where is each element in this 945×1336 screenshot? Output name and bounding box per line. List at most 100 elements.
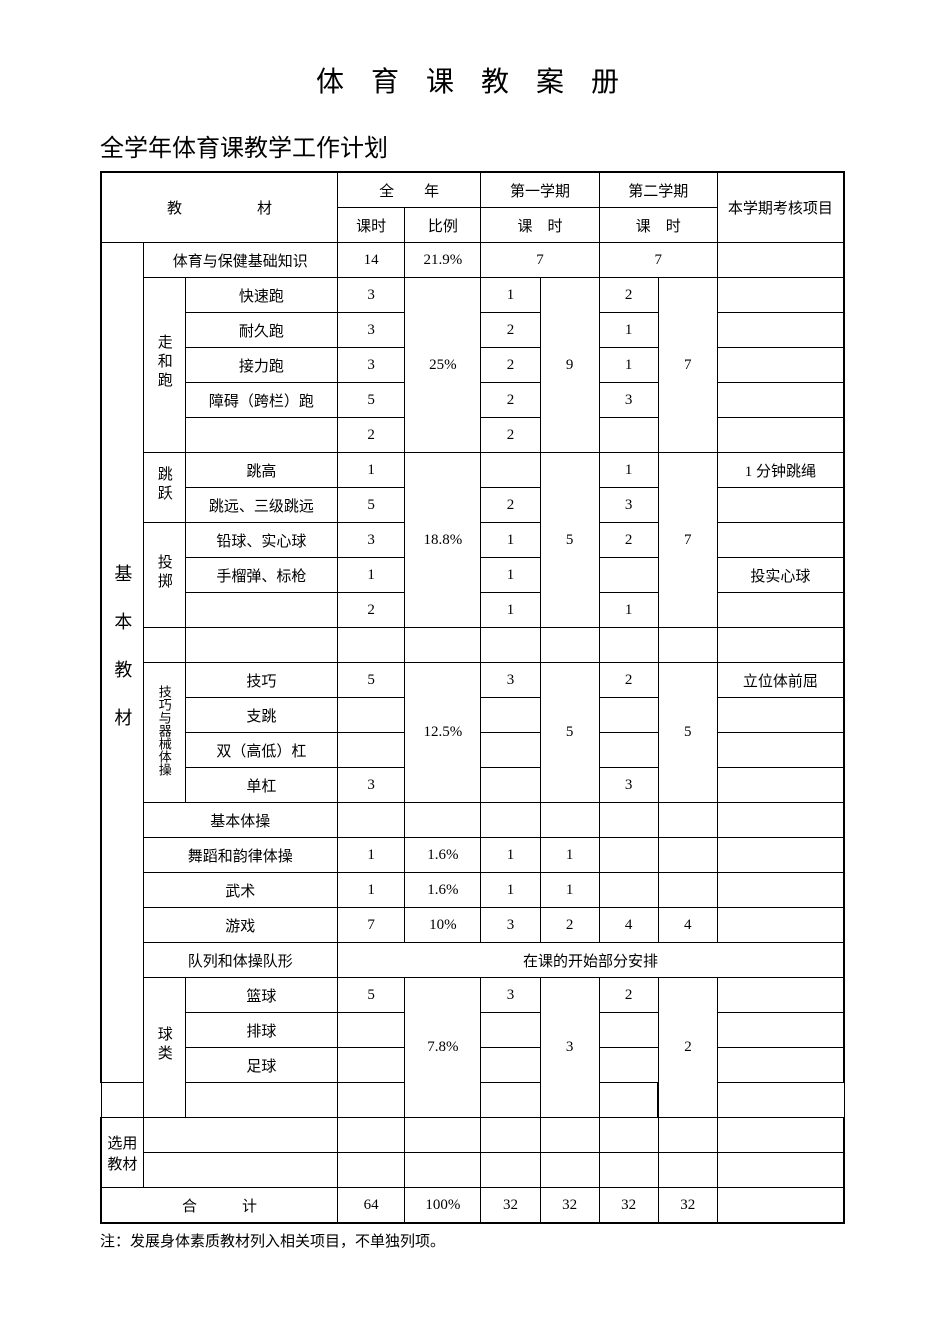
cell: 2	[481, 348, 540, 383]
cell	[599, 838, 658, 873]
cell: 3	[481, 908, 540, 943]
cat-gym3: 双（高低）杠	[185, 733, 337, 768]
side-basic: 基本教材	[101, 243, 143, 1083]
cell	[717, 488, 844, 523]
cell	[481, 628, 540, 663]
cat-run3: 接力跑	[185, 348, 337, 383]
cell	[717, 593, 844, 628]
cell: 1	[481, 558, 540, 593]
cat-formation: 队列和体操队形	[143, 943, 337, 978]
cell-assess: 立位体前屈	[717, 663, 844, 698]
cell	[337, 1083, 405, 1118]
cell	[405, 628, 481, 663]
header-fullyear: 全 年	[337, 172, 481, 208]
cell: 1	[337, 453, 405, 488]
cell: 25%	[405, 278, 481, 453]
header-hours: 课时	[337, 208, 405, 243]
cell: 4	[599, 908, 658, 943]
cell	[337, 1013, 405, 1048]
cell: 32	[658, 1188, 717, 1224]
cell: 1	[599, 453, 658, 488]
cell	[717, 383, 844, 418]
cell	[599, 558, 658, 593]
cell	[185, 1083, 337, 1118]
cell	[717, 838, 844, 873]
cell: 5	[337, 978, 405, 1013]
cell: 5	[540, 453, 599, 628]
cell	[717, 1188, 844, 1224]
cell	[481, 1118, 540, 1153]
cat-gym: 技巧与器械体操	[143, 663, 185, 803]
plan-table: 教 材 全 年 第一学期 第二学期 本学期考核项目 课时 比例 课 时 课 时 …	[100, 171, 845, 1224]
cat-ball4	[101, 1083, 143, 1118]
cell-formation-note: 在课的开始部分安排	[337, 943, 844, 978]
cell	[143, 1153, 337, 1188]
cell	[540, 628, 599, 663]
cell: 2	[481, 313, 540, 348]
cell: 4	[658, 908, 717, 943]
cell	[599, 1083, 658, 1118]
cell	[717, 873, 844, 908]
cell	[337, 628, 405, 663]
header-sem2: 第二学期	[599, 172, 717, 208]
cat-ball3: 足球	[185, 1048, 337, 1083]
cell	[337, 803, 405, 838]
cat-run5	[185, 418, 337, 453]
cell	[717, 523, 844, 558]
cell	[481, 768, 540, 803]
cell	[481, 733, 540, 768]
cell	[599, 698, 658, 733]
cell: 1	[481, 523, 540, 558]
page-title: 体 育 课 教 案 册	[100, 60, 845, 100]
section-title: 全学年体育课教学工作计划	[100, 128, 845, 163]
cell	[658, 1153, 717, 1188]
cell: 3	[337, 768, 405, 803]
cell	[481, 1048, 540, 1083]
cell: 1.6%	[405, 873, 481, 908]
cell	[540, 1153, 599, 1188]
cell: 100%	[405, 1188, 481, 1224]
cell: 18.8%	[405, 453, 481, 628]
cell	[717, 418, 844, 453]
header-material: 教 材	[101, 172, 337, 243]
side-elective: 选用教材	[101, 1118, 143, 1188]
cell: 1	[481, 593, 540, 628]
header-assessment: 本学期考核项目	[717, 172, 844, 243]
cat-run4: 障碍（跨栏）跑	[185, 383, 337, 418]
cell	[599, 733, 658, 768]
cell: 3	[337, 278, 405, 313]
cell	[717, 803, 844, 838]
cell: 7.8%	[405, 978, 481, 1118]
cell: 1	[481, 278, 540, 313]
cell	[337, 1048, 405, 1083]
cell: 32	[599, 1188, 658, 1224]
cell: 2	[599, 523, 658, 558]
cat-gym2: 支跳	[185, 698, 337, 733]
cell: 1	[599, 313, 658, 348]
cell	[658, 838, 717, 873]
header-sem1: 第一学期	[481, 172, 599, 208]
cell	[481, 1013, 540, 1048]
cell: 3	[599, 488, 658, 523]
cat-ball: 球类	[143, 978, 185, 1118]
cat-throw3	[185, 593, 337, 628]
cell	[143, 1118, 337, 1153]
cat-gym1: 技巧	[185, 663, 337, 698]
cell: 2	[481, 383, 540, 418]
cell: 5	[540, 663, 599, 803]
cat-throw: 投掷	[143, 523, 185, 628]
cell	[658, 1118, 717, 1153]
cell-assess: 投实心球	[717, 558, 844, 593]
cell	[599, 418, 658, 453]
cell: 32	[540, 1188, 599, 1224]
cat-run2: 耐久跑	[185, 313, 337, 348]
cell	[337, 698, 405, 733]
cat-ball1: 篮球	[185, 978, 337, 1013]
cell	[481, 803, 540, 838]
cell: 3	[337, 348, 405, 383]
cell: 7	[599, 243, 717, 278]
cell: 3	[599, 383, 658, 418]
cell	[481, 453, 540, 488]
header-sem2-hours: 课 时	[599, 208, 717, 243]
cell: 2	[337, 418, 405, 453]
